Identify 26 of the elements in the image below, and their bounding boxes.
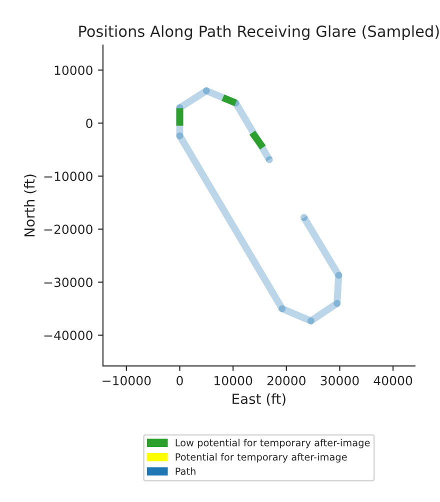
y-tick-label: 10000: [54, 66, 92, 76]
y-tick-label: −40000: [44, 330, 92, 340]
y-tick-label: −30000: [44, 278, 92, 288]
y-tick-label: 0: [86, 118, 92, 128]
legend-label: Path: [176, 467, 196, 475]
y-tick-label: −10000: [44, 172, 92, 182]
x-tick-label: 40000: [374, 376, 412, 386]
y-tick-label: −20000: [44, 224, 92, 234]
x-axis-title: East (ft): [232, 393, 286, 406]
point: [300, 214, 308, 221]
legend-label: Potential for temporary after-image: [176, 453, 347, 463]
y-axis-title: North (ft): [24, 174, 36, 236]
x-tick-label: 20000: [267, 376, 306, 386]
x-tick-label: 10000: [214, 376, 252, 386]
x-tick-label: −10000: [102, 376, 151, 386]
point: [278, 305, 286, 312]
legend-label: Low potential for temporary after-image: [176, 438, 370, 448]
x-tick-label: 0: [176, 376, 183, 386]
point: [202, 87, 210, 94]
point: [307, 317, 314, 324]
point: [334, 300, 341, 307]
point: [176, 132, 184, 140]
point: [266, 156, 273, 164]
x-tick-label: 30000: [320, 376, 359, 386]
point: [335, 272, 342, 279]
chart-title: Positions Along Path Receiving Glare (Sampled): [79, 25, 439, 40]
